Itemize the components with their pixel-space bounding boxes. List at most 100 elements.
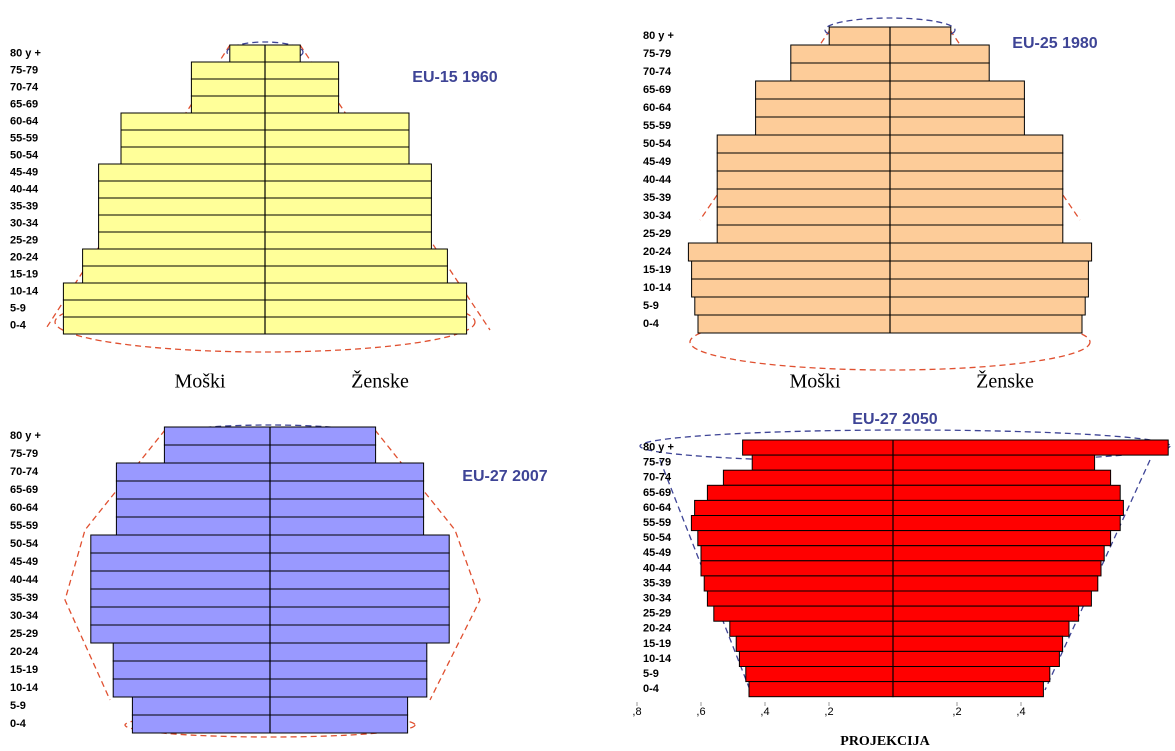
age-label: 70-74 bbox=[10, 466, 39, 478]
x-tick-label: ,2 bbox=[952, 706, 961, 718]
age-label: 65-69 bbox=[643, 84, 671, 96]
bar bbox=[892, 575, 1099, 592]
chart-title: EU-25 1980 bbox=[1012, 35, 1097, 52]
age-label: 10-14 bbox=[643, 282, 672, 294]
bar bbox=[892, 635, 1064, 652]
bar bbox=[755, 116, 891, 136]
age-label: 50-54 bbox=[10, 149, 39, 161]
bar bbox=[748, 681, 894, 698]
bar bbox=[115, 516, 271, 536]
age-label: 40-44 bbox=[10, 574, 39, 586]
bar bbox=[112, 642, 271, 662]
bar bbox=[115, 498, 271, 518]
bar bbox=[190, 61, 266, 80]
bar bbox=[90, 570, 271, 590]
age-label: 70-74 bbox=[10, 81, 39, 93]
age-label: 75-79 bbox=[10, 64, 38, 76]
bar bbox=[264, 146, 410, 165]
age-label: 15-19 bbox=[643, 638, 671, 650]
age-label: 45-49 bbox=[643, 156, 671, 168]
bar bbox=[264, 163, 432, 182]
bar bbox=[892, 515, 1121, 532]
bar bbox=[790, 62, 891, 82]
bar bbox=[264, 316, 468, 335]
bar bbox=[264, 299, 468, 318]
bar bbox=[269, 642, 428, 662]
bar bbox=[706, 484, 894, 501]
age-label: 35-39 bbox=[10, 200, 38, 212]
bar bbox=[190, 78, 266, 97]
bar bbox=[269, 660, 428, 680]
bar bbox=[892, 439, 1169, 456]
chart-title: EU-27 2050 bbox=[852, 411, 937, 428]
bar bbox=[90, 624, 271, 644]
bar bbox=[264, 78, 340, 97]
bar bbox=[269, 516, 425, 536]
age-label: 60-64 bbox=[10, 115, 39, 127]
bar bbox=[716, 188, 891, 208]
age-label: 5-9 bbox=[10, 302, 26, 314]
bar bbox=[892, 530, 1112, 547]
bar bbox=[62, 282, 266, 301]
bar bbox=[269, 606, 450, 626]
age-label: 60-64 bbox=[643, 502, 672, 514]
bar bbox=[264, 248, 448, 267]
age-label: 55-59 bbox=[10, 132, 38, 144]
bar bbox=[690, 515, 894, 532]
age-label: 65-69 bbox=[10, 484, 38, 496]
bar bbox=[694, 499, 894, 516]
bar bbox=[131, 714, 271, 734]
age-label: 50-54 bbox=[643, 138, 672, 150]
bar bbox=[90, 588, 271, 608]
bar bbox=[112, 678, 271, 698]
age-label: 65-69 bbox=[10, 98, 38, 110]
bar bbox=[120, 112, 266, 131]
bar bbox=[269, 678, 428, 698]
bar bbox=[691, 278, 891, 298]
bar bbox=[790, 44, 891, 64]
bar bbox=[889, 188, 1064, 208]
bar bbox=[892, 469, 1112, 486]
age-label: 30-34 bbox=[10, 610, 39, 622]
bar bbox=[889, 134, 1064, 154]
bar bbox=[269, 588, 450, 608]
bar bbox=[62, 299, 266, 318]
x-tick-label: ,6 bbox=[696, 706, 705, 718]
bar bbox=[82, 248, 266, 267]
age-label: 20-24 bbox=[10, 251, 39, 263]
age-label: 10-14 bbox=[10, 285, 39, 297]
bar bbox=[269, 570, 450, 590]
age-label: 15-19 bbox=[643, 264, 671, 276]
bar bbox=[115, 462, 271, 482]
age-label: 50-54 bbox=[643, 532, 672, 544]
age-label: 70-74 bbox=[643, 66, 672, 78]
bar bbox=[716, 134, 891, 154]
age-label: 35-39 bbox=[10, 592, 38, 604]
age-label: 60-64 bbox=[10, 502, 39, 514]
bar bbox=[889, 116, 1025, 136]
age-label: 40-44 bbox=[10, 183, 39, 195]
bar bbox=[269, 480, 425, 500]
bar bbox=[264, 180, 432, 199]
age-label: 80 y + bbox=[10, 430, 41, 442]
bar bbox=[755, 80, 891, 100]
bar bbox=[82, 265, 266, 284]
age-label: 60-64 bbox=[643, 102, 672, 114]
bar bbox=[90, 552, 271, 572]
bar bbox=[112, 660, 271, 680]
bar bbox=[269, 552, 450, 572]
bar bbox=[889, 44, 990, 64]
bar bbox=[889, 152, 1064, 172]
bar bbox=[264, 265, 448, 284]
bar bbox=[98, 214, 266, 233]
age-label: 45-49 bbox=[643, 547, 671, 559]
bar bbox=[269, 624, 450, 644]
bar bbox=[98, 197, 266, 216]
chart-title: EU-27 2007 bbox=[462, 468, 547, 485]
bar bbox=[90, 606, 271, 626]
age-label: 25-29 bbox=[10, 234, 38, 246]
bar bbox=[751, 454, 894, 471]
bar bbox=[264, 231, 432, 250]
bar bbox=[716, 170, 891, 190]
bar bbox=[269, 696, 409, 716]
